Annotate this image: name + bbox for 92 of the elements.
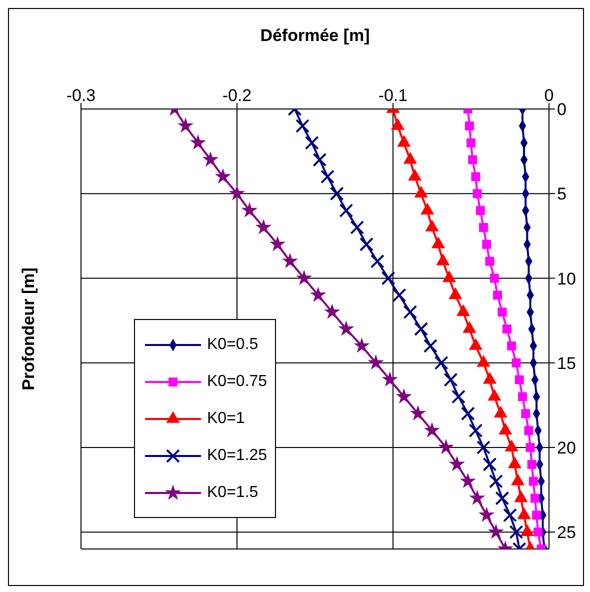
point [177,117,194,133]
point [478,506,495,522]
x-axis-title: Déformée [m] [260,26,370,46]
point [392,288,406,302]
point [482,457,497,472]
point [396,388,412,404]
point [241,202,258,218]
point [495,491,510,506]
point [214,168,231,184]
point [493,290,502,300]
x-tick-label: -0.2 [222,86,252,105]
y-tick-label: 5 [557,184,566,204]
x-tick-label: -0.1 [378,86,408,105]
point [359,237,374,252]
point [528,476,538,486]
point [370,254,384,268]
point [190,134,206,150]
legend-label: K0=1.25 [207,446,268,464]
y-axis-title: Profondeur [m] [19,268,39,390]
point [527,460,536,469]
point [382,371,398,387]
y-tick-label: 20 [557,438,576,458]
point [460,406,475,421]
point [471,172,480,182]
point [202,151,219,167]
legend-label: K0=0.5 [207,336,258,354]
point [339,204,354,218]
point [414,322,428,336]
point [403,305,418,320]
point [320,170,334,184]
point [526,442,535,452]
x-tick-label: -0.3 [66,86,96,105]
point [312,152,327,167]
point [304,136,319,150]
point [482,240,492,249]
point [490,274,499,283]
point [368,354,384,370]
point [514,375,524,384]
point [310,286,326,302]
point [410,405,426,420]
point [488,524,504,539]
point [424,422,440,438]
point [476,440,490,454]
point [476,206,485,216]
point [438,439,454,454]
point [228,185,246,200]
legend-label: K0=1 [207,410,245,428]
y-tick-label: 25 [557,523,576,542]
point [485,256,494,266]
x-tick-label: 0 [544,86,554,105]
point [330,186,344,201]
point [350,220,364,234]
legend-label: K0=1.5 [207,484,258,502]
point [448,456,465,472]
point [530,494,540,503]
point [296,118,310,133]
point [469,490,486,506]
point [464,121,474,130]
y-tick-label: 15 [557,354,576,373]
point [282,252,298,268]
point [270,236,286,252]
y-tick-label: 0 [557,100,566,120]
point [296,270,312,286]
point [338,320,354,336]
point [444,372,458,387]
point [434,356,448,370]
point [472,189,482,198]
point [452,390,466,404]
point [479,222,488,232]
point [466,138,476,148]
point [532,510,541,520]
point [509,525,524,540]
point [521,409,530,418]
point [324,304,340,319]
point [502,324,512,334]
point [460,472,476,488]
point [518,392,527,402]
point [423,338,438,353]
point [534,528,543,537]
point [503,508,517,522]
point [381,271,396,286]
point [354,337,370,353]
point [498,308,507,317]
point [524,426,534,436]
point [255,219,272,234]
point [468,424,483,438]
point [488,474,503,488]
point [468,155,478,164]
legend-label: K0=0.75 [207,372,268,390]
point [507,341,516,350]
y-tick-label: 10 [557,269,576,288]
point [512,358,521,368]
